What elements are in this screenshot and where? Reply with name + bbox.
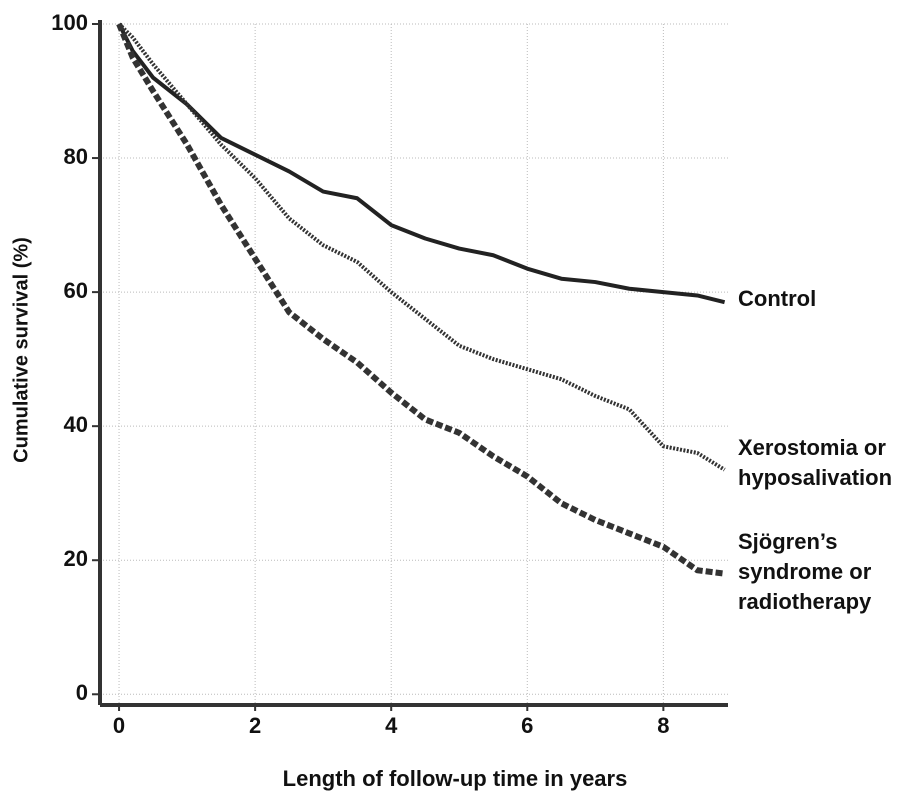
y-tick-label: 80	[64, 144, 88, 169]
x-tick-label: 8	[657, 713, 669, 738]
series-label: Sjögren’s syndrome or radiotherapy	[738, 529, 872, 614]
y-axis-label: Cumulative survival (%)	[10, 237, 32, 463]
y-tick-label: 60	[64, 278, 88, 303]
series-label: Xerostomia or hyposalivation	[738, 435, 893, 490]
x-tick-label: 6	[521, 713, 533, 738]
x-tick-label: 0	[113, 713, 125, 738]
x-tick-label: 4	[385, 713, 398, 738]
series-line	[116, 22, 725, 577]
x-tick-label: 2	[249, 713, 261, 738]
series-line	[117, 23, 726, 305]
y-tick-label: 0	[76, 680, 88, 705]
y-tick-label: 40	[64, 412, 88, 437]
series-label: Control	[738, 286, 817, 311]
y-tick-label: 100	[51, 10, 88, 35]
x-axis-label: Length of follow-up time in years	[283, 766, 628, 791]
series-line	[117, 22, 726, 472]
y-tick-label: 20	[64, 546, 88, 571]
